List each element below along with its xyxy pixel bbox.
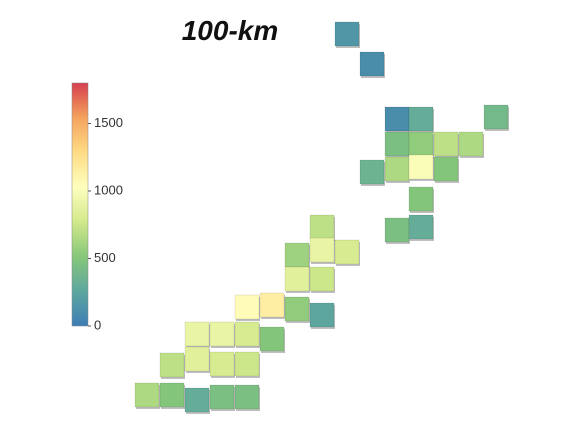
grid-cell xyxy=(234,321,260,347)
grid-cell xyxy=(483,104,509,130)
grid-cell xyxy=(159,352,185,378)
grid-cell xyxy=(384,217,410,243)
grid-cell xyxy=(334,239,360,265)
grid-cell xyxy=(184,346,210,372)
grid-cell xyxy=(259,292,285,318)
grid-cell xyxy=(334,21,360,47)
grid-cell xyxy=(309,266,335,292)
grid-cell xyxy=(408,131,434,157)
grid-cell xyxy=(259,326,285,352)
grid-cell xyxy=(384,131,410,157)
grid-cell xyxy=(209,384,235,410)
grid-cell xyxy=(384,106,410,132)
grid-cell xyxy=(134,382,160,408)
grid-cell xyxy=(433,131,459,157)
grid-cell xyxy=(209,351,235,377)
colorbar-tick-label: 0 xyxy=(94,317,101,332)
grid-cell xyxy=(309,214,335,240)
grid-cell xyxy=(284,242,310,268)
grid-cell xyxy=(309,302,335,328)
grid-cell xyxy=(408,186,434,212)
grid-cell xyxy=(408,214,434,240)
grid-cell xyxy=(458,131,484,157)
grid-cell xyxy=(309,237,335,263)
grid-cell xyxy=(159,382,185,408)
colorbar-tick-label: 1500 xyxy=(94,115,123,130)
colorbar-tick-label: 1000 xyxy=(94,182,123,197)
colorbar-tick-label: 500 xyxy=(94,250,116,265)
colorbar xyxy=(71,82,89,327)
grid-cell xyxy=(184,321,210,347)
grid-cell xyxy=(408,106,434,132)
grid-cell xyxy=(209,321,235,347)
grid-cell xyxy=(234,351,260,377)
grid-cell xyxy=(284,266,310,292)
grid-cell xyxy=(384,156,410,182)
grid-cell xyxy=(359,51,385,77)
grid-cell xyxy=(284,296,310,322)
grid-cell xyxy=(234,384,260,410)
grid-cell xyxy=(433,156,459,182)
map-title: 100-km xyxy=(182,15,279,46)
grid-cell xyxy=(408,154,434,180)
grid-cell xyxy=(234,294,260,320)
grid-cell xyxy=(359,159,385,185)
grid-cell xyxy=(184,387,210,413)
